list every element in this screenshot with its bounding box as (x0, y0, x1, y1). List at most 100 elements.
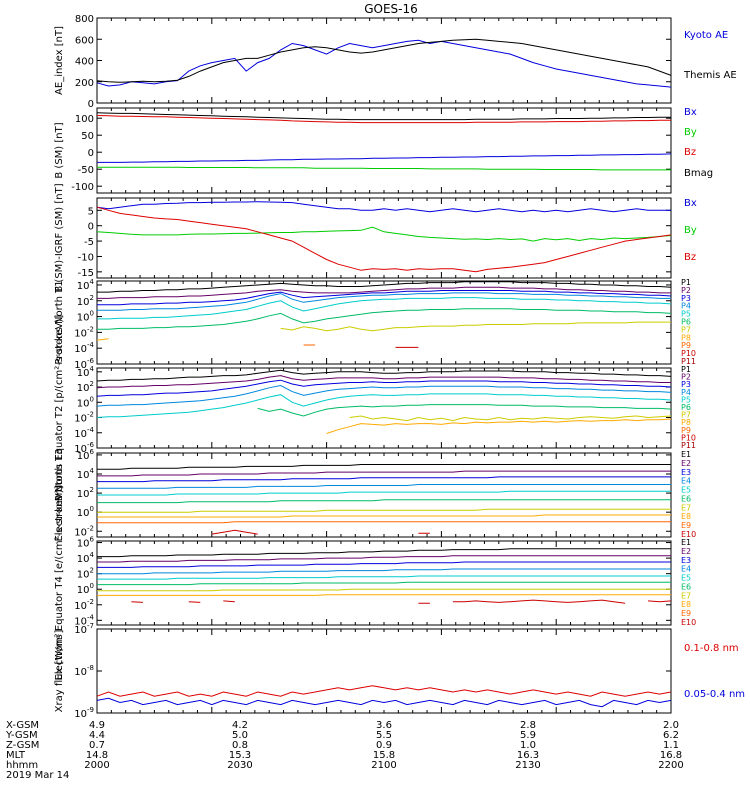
footer-value: 0.7 (89, 740, 105, 751)
footer-value: 3.6 (376, 720, 392, 731)
y-tick-label: 10-8 (74, 664, 94, 678)
legend-entry: E4 (681, 477, 691, 486)
y-tick-label: 104 (77, 551, 95, 565)
series-line-p2 (96, 375, 671, 389)
y-axis-label: Xray flux [W/m²] (54, 630, 65, 713)
footer-value: 4.2 (232, 720, 248, 731)
series-line-bz (96, 115, 671, 124)
series-line-e7 (97, 508, 671, 513)
legend-entry: P9 (681, 426, 691, 435)
legend-entry: E7 (681, 503, 691, 512)
legend-entry: E1 (681, 450, 691, 459)
panel-ae: 800 600 400 200 0 AE_index [nT] Kyoto AE Themis… (54, 14, 737, 110)
series-line-e2 (97, 555, 671, 563)
legend-entry: P8 (681, 418, 691, 427)
footer-value: 0.8 (232, 740, 248, 751)
series-line-e5 (97, 490, 671, 496)
panel-frame (96, 17, 672, 104)
footer-value: 1.1 (663, 740, 679, 751)
series-line-e5 (97, 575, 671, 580)
footer-value: 0.9 (376, 740, 392, 751)
y-tick-label: 100 (77, 395, 94, 409)
legend-entry: P10 (681, 349, 696, 358)
panels: 800 600 400 200 0 AE_index [nT] Kyoto AE Themis… (54, 14, 745, 720)
legend-entry: By (684, 127, 697, 138)
y-tick-label: 102 (77, 567, 94, 581)
series-line-e3 (97, 561, 671, 568)
series-line-0-05-0-4-nm (96, 697, 672, 708)
legend-entry: P4 (681, 388, 691, 397)
legend-entry: P7 (681, 411, 691, 420)
legend-entry: Bz (684, 147, 696, 158)
series-line-p7 (349, 415, 672, 422)
legend-entry: P6 (681, 318, 691, 327)
series-line-p7 (280, 321, 671, 332)
legend-entry: P6 (681, 403, 691, 412)
y-tick-label: -50 (78, 165, 94, 176)
legend-entry: 0.1-0.8 nm (684, 643, 739, 654)
footer-value: 16.8 (660, 750, 682, 761)
series-line-e6 (97, 499, 671, 504)
y-tick-label: 102 (77, 294, 94, 308)
legend-entry: E7 (681, 591, 691, 600)
series-line-p3 (97, 290, 672, 306)
y-tick-label: 10-2 (74, 325, 94, 339)
legend-entry: E1 (681, 538, 691, 547)
legend-entry: Themis AE (683, 70, 737, 81)
series-line-e10 (131, 599, 672, 604)
footer-value: 14.8 (86, 750, 108, 761)
footer-value: 5.5 (376, 730, 392, 741)
footer-value: 2100 (371, 760, 396, 771)
footer-date: 2019 Mar 14 (6, 770, 69, 781)
legend-entry: P1 (681, 365, 691, 374)
y-tick-label: 104 (77, 278, 95, 292)
series-line-e7 (97, 588, 671, 592)
y-tick-label: 200 (75, 78, 94, 89)
series-line-bz (96, 206, 672, 273)
y-axis-label: Protons Equator T2 [p/(cm²-s-sr-keV)] (54, 315, 65, 502)
y-tick-label: 100 (75, 114, 94, 125)
series-line-by (96, 226, 672, 242)
chart-title: GOES-16 (364, 2, 418, 16)
y-tick-label: 104 (77, 365, 95, 379)
legend-entry: P7 (681, 325, 691, 334)
y-axis-label: Electrons North T3 (54, 448, 65, 541)
y-tick-label: 10-4 (74, 426, 94, 440)
legend-entry: P4 (681, 302, 691, 311)
footer-ephemeris: X-GSM 4.9 4.2 3.6 2.8 2.0 Y-GSM 4.4 5.0 5.5 5.9 6.2… (5, 720, 684, 781)
footer-value: 2030 (227, 760, 252, 771)
footer-value: 2.0 (663, 720, 679, 731)
legend-entry: P3 (681, 294, 691, 303)
footer-value: 5.9 (520, 730, 536, 741)
series-line-p6 (257, 404, 672, 417)
y-tick-label: 600 (75, 35, 94, 46)
footer-value: 16.3 (517, 750, 539, 761)
y-axis-label: Protons North T1 (54, 280, 65, 364)
legend-entry: Bz (684, 252, 696, 263)
footer-row-label: Y-GSM (5, 730, 38, 741)
panel-db: 5 0 -5 -10 -15 B (SM)-IGRF (SM) [nT] Bx By Bz (54, 183, 697, 292)
footer-value: 15.3 (229, 750, 251, 761)
legend-entry: P11 (681, 357, 696, 366)
legend-entry: E3 (681, 556, 691, 565)
y-tick-label: 10-7 (74, 622, 94, 636)
y-tick-label: -100 (71, 182, 94, 193)
y-tick-label: 800 (75, 14, 94, 25)
footer-row-label: MLT (6, 750, 26, 761)
series-line-themis-ae (96, 38, 672, 83)
series-line-p4 (96, 384, 672, 407)
legend-entry: Kyoto AE (684, 30, 728, 41)
legend-entry: P1 (681, 278, 691, 287)
footer-value: 4.9 (89, 720, 105, 731)
series-line-e1 (97, 548, 671, 558)
series-line-e8 (97, 594, 671, 596)
legend-entry: E2 (681, 547, 691, 556)
series-line-bmag (96, 112, 671, 121)
y-axis-label: B (SM) [nT] (54, 122, 65, 178)
footer-value: 5.0 (232, 730, 248, 741)
legend-entry: By (684, 225, 697, 236)
y-axis-label: Electrons Equator T4 [e/(cm²-s-sr-keV)] (54, 485, 65, 680)
series-line-e2 (97, 470, 671, 477)
footer-row-label: X-GSM (6, 720, 39, 731)
